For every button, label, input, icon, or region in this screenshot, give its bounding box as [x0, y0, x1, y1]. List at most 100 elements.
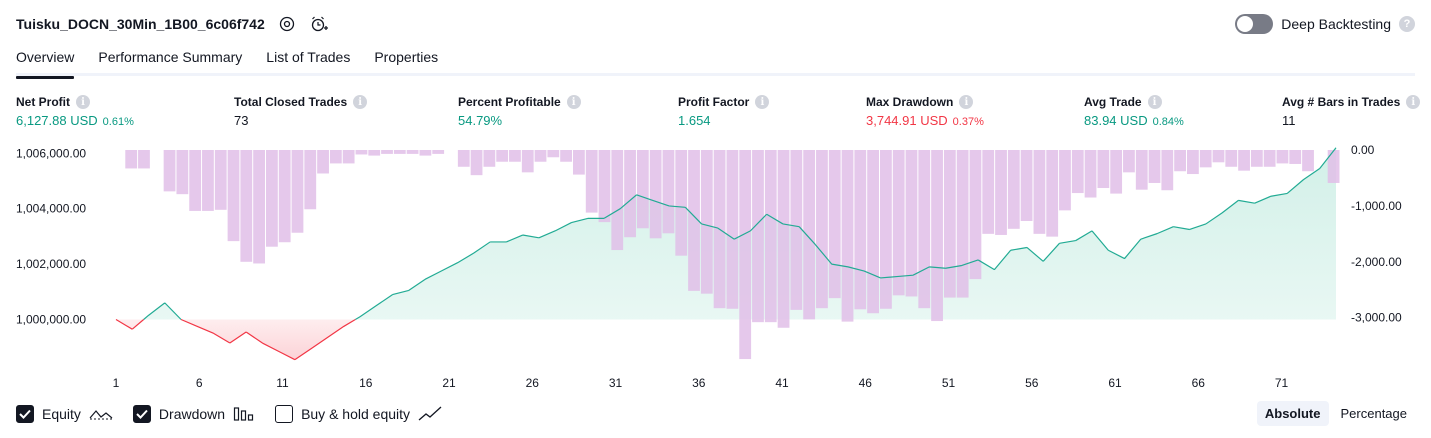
drawdown-bar[interactable]	[892, 150, 905, 296]
drawdown-bar[interactable]	[918, 150, 931, 309]
drawdown-checkbox[interactable]	[132, 405, 151, 423]
drawdown-bar[interactable]	[1046, 150, 1059, 237]
drawdown-bar[interactable]	[202, 150, 214, 211]
drawdown-bar[interactable]	[1007, 150, 1020, 229]
drawdown-bar[interactable]	[1135, 150, 1148, 190]
absolute-button[interactable]: Absolute	[1256, 401, 1329, 426]
drawdown-bar[interactable]	[880, 150, 892, 309]
drawdown-bar[interactable]	[636, 150, 649, 229]
drawdown-bar[interactable]	[828, 150, 841, 299]
drawdown-bar[interactable]	[1327, 150, 1340, 183]
equity-checkbox[interactable]	[16, 405, 34, 423]
drawdown-bar[interactable]	[688, 150, 700, 291]
drawdown-bar[interactable]	[291, 150, 304, 233]
info-icon[interactable]: i	[755, 95, 770, 109]
drawdown-bar[interactable]	[368, 150, 381, 156]
tab-performance-summary[interactable]: Performance Summary	[98, 49, 243, 65]
drawdown-bar[interactable]	[176, 150, 189, 195]
drawdown-bar[interactable]	[1225, 150, 1238, 167]
drawdown-bar[interactable]	[1238, 150, 1250, 171]
info-icon[interactable]: i	[959, 95, 974, 109]
drawdown-bar[interactable]	[432, 150, 445, 154]
drawdown-bar[interactable]	[457, 150, 470, 167]
legend-equity[interactable]: Equity	[16, 405, 113, 423]
drawdown-bar[interactable]	[905, 150, 918, 297]
drawdown-bar[interactable]	[355, 150, 368, 155]
drawdown-bar[interactable]	[406, 150, 419, 154]
drawdown-bar[interactable]	[560, 150, 572, 162]
drawdown-bar[interactable]	[393, 150, 406, 154]
drawdown-bar[interactable]	[752, 150, 764, 323]
drawdown-bar[interactable]	[1212, 150, 1225, 163]
drawdown-bar[interactable]	[509, 150, 521, 162]
drawdown-bar[interactable]	[521, 150, 534, 173]
drawdown-bar[interactable]	[854, 150, 867, 310]
drawdown-bar[interactable]	[1148, 150, 1161, 183]
drawdown-bar[interactable]	[764, 150, 777, 323]
drawdown-bar[interactable]	[777, 150, 790, 328]
drawdown-bar[interactable]	[803, 150, 816, 320]
drawdown-bar[interactable]	[1059, 150, 1071, 211]
drawdown-bar[interactable]	[470, 150, 483, 176]
drawdown-bar[interactable]	[1033, 150, 1046, 234]
drawdown-bar[interactable]	[931, 150, 943, 322]
drawdown-bar[interactable]	[624, 150, 636, 238]
drawdown-bar[interactable]	[278, 150, 291, 243]
drawdown-bar[interactable]	[982, 150, 995, 234]
tab-overview[interactable]: Overview	[16, 44, 75, 79]
drawdown-bar[interactable]	[700, 150, 713, 294]
info-icon[interactable]: i	[353, 95, 368, 109]
drawdown-bar[interactable]	[496, 150, 509, 162]
drawdown-bar[interactable]	[841, 150, 854, 322]
drawdown-bar[interactable]	[125, 150, 138, 169]
info-icon[interactable]: i	[1147, 95, 1162, 109]
drawdown-bar[interactable]	[1263, 150, 1276, 167]
drawdown-bar[interactable]	[304, 150, 317, 210]
drawdown-bar[interactable]	[649, 150, 662, 239]
drawdown-bar[interactable]	[816, 150, 828, 309]
drawdown-bar[interactable]	[329, 150, 342, 164]
drawdown-bar[interactable]	[342, 150, 355, 164]
drawdown-bar[interactable]	[1174, 150, 1186, 172]
drawdown-bar[interactable]	[943, 150, 956, 298]
help-icon[interactable]: ?	[1399, 16, 1415, 32]
drawdown-bar[interactable]	[483, 150, 496, 167]
drawdown-bar[interactable]	[995, 150, 1007, 235]
drawdown-bar[interactable]	[189, 150, 202, 211]
drawdown-bar[interactable]	[317, 150, 329, 174]
drawdown-bar[interactable]	[253, 150, 265, 264]
drawdown-bar[interactable]	[867, 150, 879, 314]
info-icon[interactable]: i	[76, 95, 90, 109]
drawdown-bar[interactable]	[1123, 150, 1135, 173]
drawdown-bar[interactable]	[1250, 150, 1263, 167]
alarm-add-icon[interactable]	[308, 13, 330, 35]
drawdown-bar[interactable]	[1020, 150, 1033, 221]
drawdown-bar[interactable]	[163, 150, 176, 192]
drawdown-bar[interactable]	[138, 150, 150, 169]
drawdown-bar[interactable]	[534, 150, 547, 162]
drawdown-bar[interactable]	[611, 150, 624, 251]
drawdown-bar[interactable]	[1302, 150, 1314, 172]
drawdown-bar[interactable]	[1097, 150, 1110, 189]
drawdown-bar[interactable]	[1084, 150, 1097, 198]
tab-list-of-trades[interactable]: List of Trades	[266, 49, 351, 65]
drawdown-bar[interactable]	[1276, 150, 1289, 164]
drawdown-bar[interactable]	[956, 150, 969, 298]
percentage-button[interactable]: Percentage	[1340, 406, 1408, 421]
drawdown-bar[interactable]	[739, 150, 752, 360]
drawdown-bar[interactable]	[598, 150, 611, 223]
legend-buy-hold[interactable]: Buy & hold equity	[275, 405, 442, 423]
drawdown-bar[interactable]	[675, 150, 688, 256]
drawdown-bar[interactable]	[573, 150, 585, 175]
deep-backtesting-toggle[interactable]	[1235, 14, 1274, 34]
drawdown-bar[interactable]	[726, 150, 739, 309]
equity-drawdown-chart[interactable]: 1,006,000.00 1,004,000.00 1,002,000.00 1,00…	[0, 140, 1431, 396]
drawdown-bar[interactable]	[1071, 150, 1084, 194]
info-icon[interactable]: i	[1406, 95, 1421, 109]
drawdown-bar[interactable]	[227, 150, 240, 242]
drawdown-bar[interactable]	[419, 150, 432, 156]
drawdown-bar[interactable]	[266, 150, 278, 247]
drawdown-bar[interactable]	[585, 150, 598, 213]
gear-icon[interactable]	[276, 13, 298, 35]
legend-drawdown[interactable]: Drawdown	[132, 405, 255, 423]
